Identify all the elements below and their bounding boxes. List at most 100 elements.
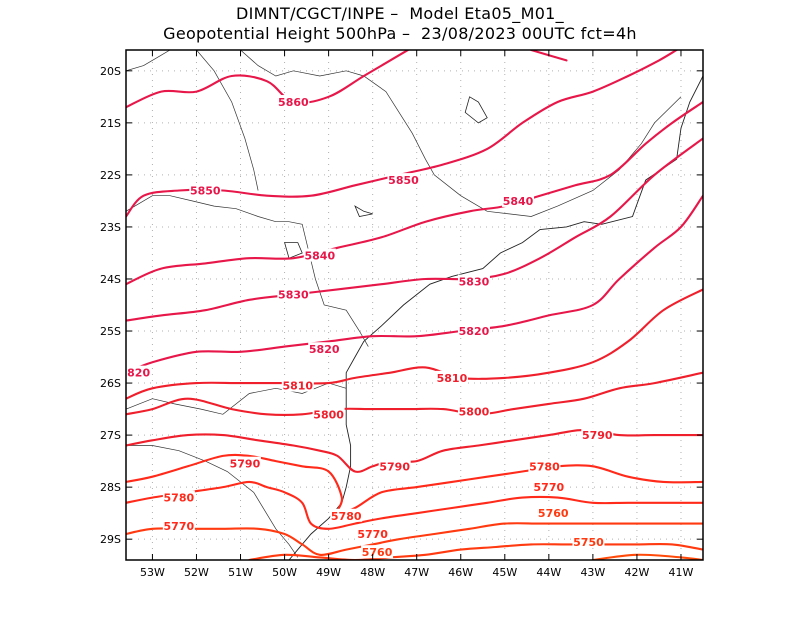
lat-tick-label: 25S	[100, 325, 121, 338]
lake-outline	[464, 96, 488, 124]
lon-tick-label: 45W	[492, 566, 517, 579]
chart-title-line-1: DIMNT/CGCT/INPE – Model Eta05_M01_	[236, 4, 564, 23]
contour-line-5770	[126, 480, 703, 530]
contour-label: 5810	[437, 372, 468, 385]
contour-line-5790	[126, 428, 703, 473]
contour-label-bg	[308, 342, 341, 356]
contour-label-bg	[330, 508, 363, 522]
lake-outline	[354, 205, 373, 217]
contour-label: 5820	[309, 343, 340, 356]
lon-tick-label: 42W	[624, 566, 649, 579]
contour-line-5820	[126, 194, 703, 374]
state-border	[126, 382, 347, 415]
contour-label: 5790	[379, 460, 410, 473]
contour-label-bg	[312, 407, 345, 421]
contour-label-bg	[581, 428, 614, 442]
state-border	[126, 195, 369, 347]
contour-label-bg	[361, 545, 394, 559]
contour-label: 5770	[357, 528, 388, 541]
contour-line-5840	[126, 100, 703, 286]
lat-tick-label: 20S	[100, 65, 121, 78]
lon-tick-label: 50W	[272, 566, 297, 579]
state-border	[126, 445, 299, 558]
chart-title-line-2: Geopotential Height 500hPa – 23/08/2023 …	[163, 24, 637, 43]
lon-tick-label: 41W	[669, 566, 694, 579]
state-border	[196, 50, 259, 191]
contour-label-bg	[572, 534, 605, 548]
contour-label-bg	[457, 324, 490, 338]
plot-frame	[125, 49, 704, 561]
contour-label-bg	[277, 287, 310, 301]
contour-label: 5850	[190, 185, 221, 198]
contour-label: 5790	[230, 458, 261, 471]
lat-lon-grid	[126, 50, 703, 560]
lat-tick-label: 21S	[100, 117, 121, 130]
contour-label-bg	[281, 378, 314, 392]
contour-line-5740	[591, 553, 703, 560]
contour-label: 5840	[503, 195, 534, 208]
lat-tick-label: 27S	[100, 429, 121, 442]
contour-label: 5850	[388, 174, 419, 187]
contour-label: 5830	[459, 276, 490, 289]
contour-line-5810	[126, 288, 703, 400]
contour-label: 5820	[119, 367, 150, 380]
contour-label: 5860	[278, 96, 309, 109]
contour-line-5750	[248, 542, 703, 560]
lat-tick-label: 22S	[100, 169, 121, 182]
contour-label: 5800	[459, 406, 490, 419]
contour-label-bg	[356, 526, 389, 540]
contour-label-bg	[387, 173, 420, 187]
contour-label: 5770	[534, 481, 565, 494]
contour-label: 5840	[304, 250, 335, 263]
lat-tick-label: 28S	[100, 481, 121, 494]
contour-label-bg	[228, 456, 261, 470]
lon-tick-label: 51W	[228, 566, 253, 579]
contour-label-bg	[189, 183, 222, 197]
lon-tick-label: 43W	[580, 566, 605, 579]
contour-label-bg	[502, 193, 535, 207]
contour-label-bg	[532, 480, 565, 494]
contour-line-5780	[126, 453, 703, 515]
contour-label: 5750	[573, 536, 604, 549]
lon-tick-label: 52W	[184, 566, 209, 579]
contour-label: 5790	[582, 429, 613, 442]
axis-ticks: 20S 21S 22S 23S 24S 25S 26S 27S 28S 29S 53W 52W 51W 5…	[100, 50, 703, 579]
lat-tick-label: 24S	[100, 273, 121, 286]
contour-label: 5800	[313, 408, 344, 421]
lon-tick-label: 49W	[316, 566, 341, 579]
contour-label-bg	[537, 506, 570, 520]
contour-label-bg	[162, 519, 195, 533]
contour-label-bg	[126, 365, 151, 379]
contour-line-5760	[126, 522, 703, 556]
lat-tick-label: 23S	[100, 221, 121, 234]
contour-label-bg	[435, 370, 468, 384]
contour-label: 5780	[529, 460, 560, 473]
contour-label: 5810	[282, 380, 313, 393]
contour-line-5860	[126, 50, 409, 109]
state-border	[126, 50, 171, 72]
contour-label-bg	[303, 248, 336, 262]
contour-label: 5780	[164, 492, 195, 505]
lon-tick-label: 44W	[536, 566, 561, 579]
lon-tick-label: 53W	[140, 566, 165, 579]
contour-label-layer: 5860 5850 5850 5840 5840 5830 5830 5820 5820 5820…	[119, 95, 614, 559]
lat-tick-label: 26S	[100, 377, 121, 390]
contour-label-bg	[378, 459, 411, 473]
contour-label: 5760	[362, 546, 393, 559]
contour-label-bg	[162, 490, 195, 504]
contour-line-5800	[126, 371, 703, 417]
lat-tick-label: 29S	[100, 533, 121, 546]
lon-tick-label: 48W	[360, 566, 385, 579]
contour-line-5830	[126, 137, 703, 322]
contour-label: 5820	[459, 325, 490, 338]
coastline	[288, 75, 703, 560]
lon-tick-label: 46W	[448, 566, 473, 579]
contour-label-bg	[457, 404, 490, 418]
contour-label-bg	[457, 274, 490, 288]
contour-label: 5760	[538, 507, 569, 520]
geography-layer	[126, 50, 703, 560]
lake-outline	[284, 242, 303, 259]
contour-layer	[126, 50, 703, 560]
contour-label-bg	[277, 95, 310, 109]
